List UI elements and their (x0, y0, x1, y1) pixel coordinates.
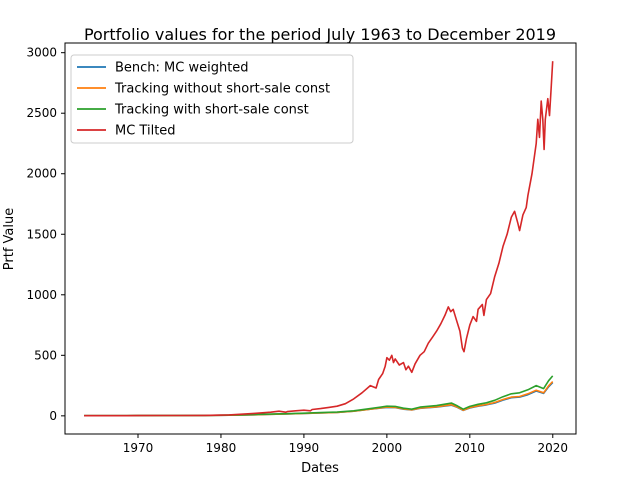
plot-border (64, 42, 577, 435)
legend: Bench: MC weighted Tracking without short… (70, 54, 354, 144)
y-tick-label: 1500 (26, 227, 57, 241)
series-line-4 (84, 61, 554, 417)
y-tick-label: 2000 (26, 167, 57, 181)
x-tick-label: 1980 (206, 441, 237, 455)
y-tick-label: 0 (49, 409, 57, 423)
y-tick-label: 2500 (26, 106, 57, 120)
legend-label-2: Tracking without short-sale const (114, 82, 330, 97)
x-tick-label: 2010 (455, 441, 486, 455)
x-tick-label: 2020 (537, 441, 568, 455)
y-tick-label: 1000 (26, 288, 57, 302)
x-axis: 1970 1980 1990 2000 2010 2020 (123, 434, 568, 455)
series-lines (84, 61, 554, 417)
chart-title: Portfolio values for the period July 196… (84, 25, 556, 44)
x-tick-label: 2000 (372, 441, 403, 455)
legend-label-1: Bench: MC weighted (115, 61, 249, 76)
y-axis-label: Prtf Value (2, 208, 17, 270)
x-tick-label: 1990 (289, 441, 320, 455)
x-tick-label: 1970 (123, 441, 154, 455)
legend-label-3: Tracking with short-sale const (114, 103, 309, 118)
y-axis: 0 500 1000 1500 2000 2500 3000 (26, 46, 65, 423)
x-axis-label: Dates (301, 461, 339, 476)
legend-box (70, 54, 354, 144)
y-tick-label: 500 (34, 348, 57, 362)
legend-label-4: MC Tilted (115, 124, 176, 139)
y-tick-label: 3000 (26, 46, 57, 60)
